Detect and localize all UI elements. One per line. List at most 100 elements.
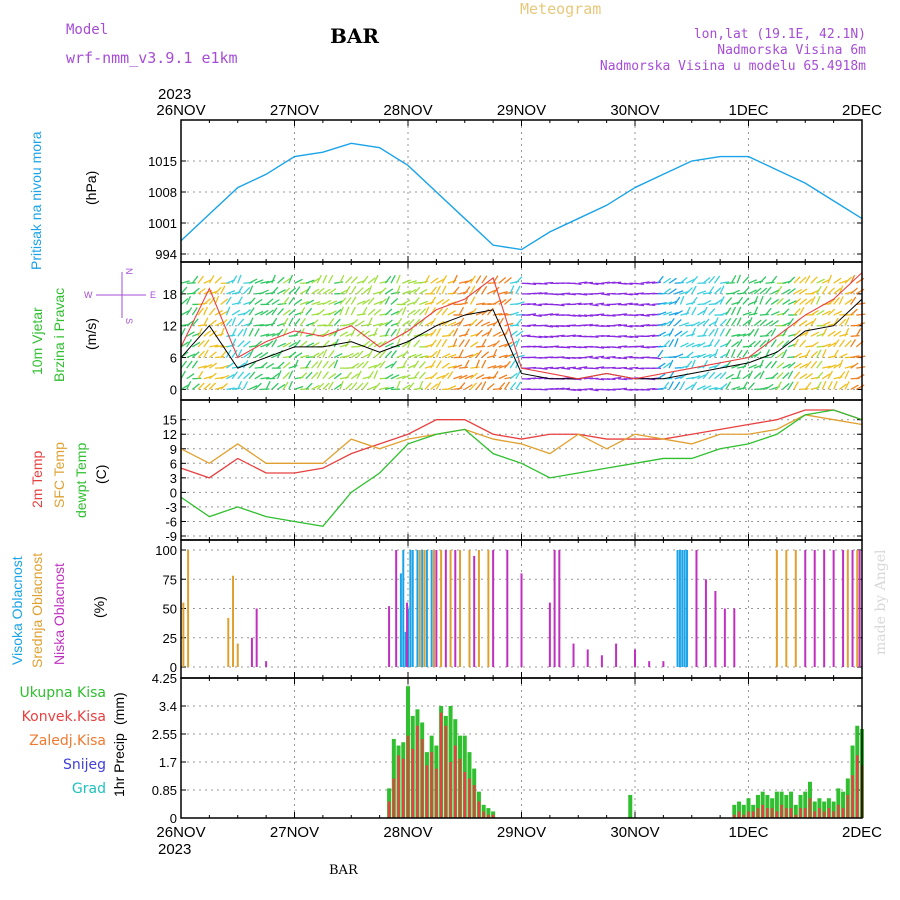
wind-barb bbox=[702, 353, 712, 359]
wind-barb bbox=[384, 308, 393, 316]
wind-barb bbox=[328, 373, 337, 380]
wind-barb bbox=[833, 277, 842, 284]
wind-barb bbox=[515, 338, 520, 348]
wind-barb bbox=[719, 285, 725, 295]
wind-barb bbox=[498, 298, 507, 306]
wind-barb bbox=[822, 343, 831, 348]
wind-barb bbox=[237, 371, 245, 380]
wind-barb bbox=[419, 355, 429, 359]
wind-barb bbox=[685, 351, 694, 359]
wind-barb bbox=[527, 313, 537, 316]
wind-barb bbox=[288, 274, 294, 284]
wind-barb bbox=[220, 327, 225, 337]
wind-barb bbox=[271, 332, 281, 337]
y-tick-label: -6 bbox=[165, 514, 177, 529]
wind-barb bbox=[299, 306, 306, 316]
wind-barb bbox=[776, 340, 785, 348]
precip-bar bbox=[808, 798, 812, 818]
wind-barb bbox=[804, 360, 812, 369]
panel-border bbox=[180, 677, 863, 819]
wind-barb bbox=[629, 293, 639, 296]
wind-barb bbox=[310, 328, 317, 337]
wind-barb bbox=[191, 307, 198, 316]
wind-barb bbox=[322, 349, 328, 358]
wind-barb bbox=[464, 278, 474, 284]
wind-barb bbox=[612, 323, 622, 327]
wind-barb bbox=[719, 328, 726, 337]
wind-barb bbox=[345, 352, 354, 359]
wind-barb bbox=[713, 348, 719, 358]
wind-barb bbox=[821, 380, 827, 390]
wind-barb bbox=[197, 382, 205, 390]
wind-barb bbox=[640, 281, 650, 284]
wind-barb bbox=[759, 319, 767, 327]
precip-bar bbox=[822, 811, 826, 818]
precip-bar bbox=[733, 814, 736, 818]
high-cloud-label: Visoka Oblacnost bbox=[9, 556, 25, 665]
wind-barb bbox=[493, 387, 503, 391]
wind-barb bbox=[566, 293, 576, 296]
wind-barb bbox=[748, 312, 758, 316]
wind-barb bbox=[821, 310, 831, 316]
wind-barb bbox=[260, 376, 270, 380]
wind-barb bbox=[561, 292, 571, 295]
wind-barb bbox=[810, 350, 818, 359]
wind-barb bbox=[668, 338, 675, 348]
wind-barb bbox=[589, 388, 599, 392]
wind-barb bbox=[186, 319, 195, 327]
wind-barb bbox=[362, 275, 369, 284]
wind-barb bbox=[583, 302, 593, 306]
wind-barb bbox=[344, 306, 350, 316]
wind-barb bbox=[544, 313, 554, 316]
wind-barb bbox=[674, 381, 681, 390]
wind-barb bbox=[492, 299, 502, 306]
wind-barb bbox=[719, 296, 725, 305]
wind-barb bbox=[294, 298, 303, 305]
precip-bar bbox=[737, 801, 742, 818]
wind-barb bbox=[430, 339, 437, 348]
wind-barb bbox=[350, 381, 358, 390]
wind-barb bbox=[265, 340, 274, 348]
precip-bar bbox=[444, 725, 448, 818]
wind-barb bbox=[725, 297, 733, 305]
wind-barb bbox=[384, 319, 393, 327]
wind-barb bbox=[725, 381, 732, 390]
y-tick-label: 75 bbox=[163, 572, 177, 587]
wind-barb bbox=[345, 321, 355, 327]
wind-barb bbox=[322, 360, 329, 369]
wind-barb bbox=[765, 281, 775, 284]
wind-barb bbox=[804, 298, 813, 305]
wind-barb bbox=[515, 318, 523, 327]
wind-barb bbox=[634, 292, 645, 295]
wind-barb bbox=[561, 387, 571, 391]
wind-barb bbox=[685, 342, 695, 348]
wind-barb bbox=[276, 307, 285, 316]
wind-barb bbox=[486, 307, 494, 316]
top-time-axis: 26NOV 27NOV 28NOV 29NOV 30NOV 1DEC 2DEC bbox=[156, 102, 882, 119]
wind-barb bbox=[713, 339, 721, 348]
wind-barb bbox=[436, 278, 445, 284]
wind-barb bbox=[333, 300, 343, 306]
wind-barb bbox=[407, 309, 416, 316]
wind-barb bbox=[515, 370, 521, 380]
precip-bar bbox=[827, 808, 831, 818]
wind-barb bbox=[782, 382, 790, 390]
wind-barb bbox=[345, 382, 353, 390]
wind-barb bbox=[203, 363, 213, 369]
bottom-day-label: 29NOV bbox=[497, 824, 546, 841]
wind-barb bbox=[316, 274, 322, 284]
wind-barb bbox=[810, 360, 818, 369]
wind-barb bbox=[731, 386, 741, 391]
panels: 994100110081015061218-9-6-30369121502550… bbox=[148, 119, 866, 826]
wind-barb bbox=[396, 375, 406, 380]
wind-barb bbox=[469, 382, 477, 390]
wind-barb bbox=[475, 275, 482, 284]
wind-barb bbox=[691, 375, 701, 380]
wind-barb bbox=[765, 361, 773, 369]
wind-barb bbox=[549, 345, 559, 348]
wind-barb bbox=[759, 340, 767, 348]
wind-barb bbox=[311, 319, 319, 327]
wind-barb bbox=[668, 311, 678, 316]
wind-barb bbox=[776, 371, 784, 380]
wind-barb bbox=[782, 372, 790, 380]
